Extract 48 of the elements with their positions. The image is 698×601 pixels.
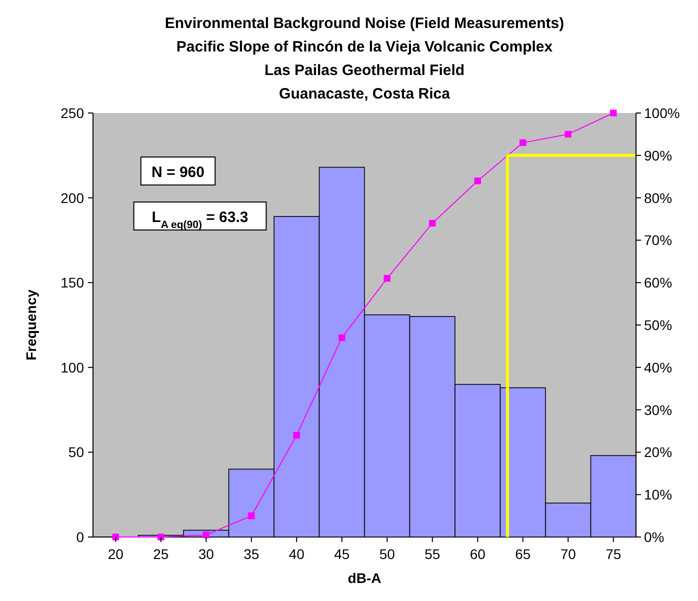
point xyxy=(564,130,572,138)
y-tick-label: 100 xyxy=(60,359,84,376)
point xyxy=(610,110,617,116)
x-tick-label: 45 xyxy=(334,546,350,562)
x-tick-label: 30 xyxy=(198,546,214,562)
chart-title: Environmental Background Noise (Field Measurements) Pacific Slope of Rincón de la Vieja Volcanic Complex Las Pailas Geothermal Field Guanacaste, Costa Rica xyxy=(164,15,564,102)
text-box: L$_{A eq(90)}$ = 63.3 xyxy=(133,202,267,231)
point xyxy=(202,532,210,538)
x-tick-label: 50 xyxy=(379,546,396,562)
x-tick-label: 70 xyxy=(560,546,576,562)
point xyxy=(293,432,300,439)
annotation: L$_{A eq(90)}$ = 63.3 xyxy=(152,209,248,231)
y2-tick-label: 0% xyxy=(644,529,664,545)
y2-tick-label: 60% xyxy=(644,274,672,291)
x-tick-label: 60 xyxy=(470,546,486,562)
point xyxy=(384,275,390,282)
point xyxy=(248,512,255,520)
text-box: N = 960 xyxy=(140,156,216,186)
y2-tick-label: 70% xyxy=(644,232,672,248)
point xyxy=(158,534,164,540)
y-tick-label: 0 xyxy=(76,529,84,545)
x-tick-label: 35 xyxy=(244,546,260,562)
y2-tick-label: 20% xyxy=(644,444,672,460)
point xyxy=(520,139,526,146)
x-tick-label: 55 xyxy=(424,546,440,562)
y-axis-title: Frequency xyxy=(23,289,39,360)
x-tick-label: 75 xyxy=(606,546,622,562)
x-axis-title: dB-A xyxy=(348,570,382,586)
x-tick-label: 20 xyxy=(108,546,124,562)
y-tick-label: 250 xyxy=(60,105,84,121)
y2-tick-label: 40% xyxy=(644,359,672,376)
x-tick-label: 40 xyxy=(288,546,305,562)
y2-tick-label: 80% xyxy=(644,190,672,206)
point xyxy=(429,220,436,227)
point xyxy=(112,534,119,540)
y2-tick-label: 100% xyxy=(644,105,680,121)
annotation: N = 960 xyxy=(152,164,204,181)
point xyxy=(338,334,346,342)
y2-tick-label: 10% xyxy=(644,486,672,503)
y2-tick-label: 90% xyxy=(644,147,672,164)
x-tick-label: 25 xyxy=(153,546,169,562)
y2-tick-label: 50% xyxy=(644,317,672,333)
y-tick-label: 50 xyxy=(68,444,84,460)
point xyxy=(474,177,481,184)
y2-tick-label: 30% xyxy=(644,402,672,418)
y-tick-label: 150 xyxy=(60,274,84,291)
y-tick-label: 200 xyxy=(60,190,84,206)
x-tick-label: 65 xyxy=(515,546,531,562)
